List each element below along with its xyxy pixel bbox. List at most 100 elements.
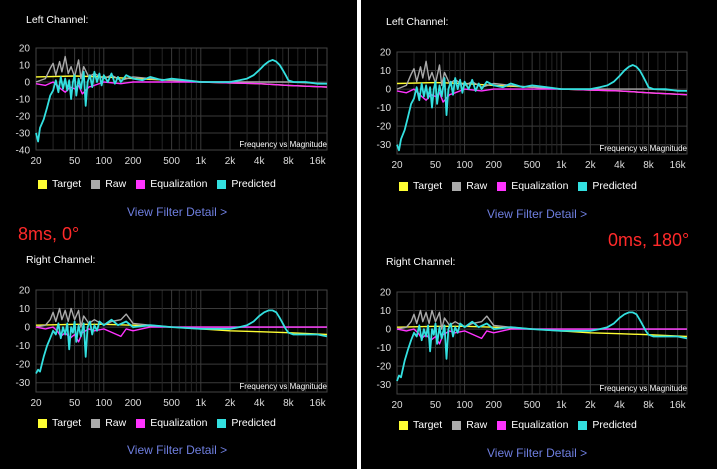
- series-line-predicted: [396, 64, 687, 152]
- legend-swatch: [497, 181, 507, 191]
- legend-item-raw: Raw: [91, 178, 126, 190]
- legend-swatch: [578, 420, 588, 430]
- y-tick-label: -10: [16, 95, 31, 106]
- legend-swatch: [452, 181, 462, 191]
- view-filter-detail-link[interactable]: View Filter Detail >: [127, 205, 228, 219]
- y-tick-label: -10: [16, 341, 31, 352]
- legend-item-raw: Raw: [452, 419, 487, 431]
- y-tick-label: -30: [16, 129, 31, 140]
- legend-swatch: [399, 181, 408, 191]
- y-tick-label: 20: [19, 44, 31, 55]
- x-tick-label: 4k: [254, 398, 266, 409]
- left-panel: Left Channel: 20 10 0 -10 -20 -30 -40 20 50 100 20…: [0, 0, 357, 469]
- legend-label: Target: [52, 417, 82, 429]
- legend-item-target: Target: [399, 180, 442, 192]
- legend-label: Raw: [466, 180, 488, 192]
- x-tick-label: 2k: [585, 400, 597, 411]
- x-tick-label: 500: [163, 398, 180, 409]
- legend-label: Predicted: [592, 419, 637, 431]
- y-tick-label: -30: [377, 140, 392, 151]
- x-tick-label: 20: [30, 156, 42, 167]
- y-tick-label: 0: [24, 323, 30, 334]
- x-tick-label: 4k: [614, 400, 626, 411]
- legend-label: Raw: [105, 417, 127, 429]
- legend-item-equalization: Equalization: [136, 417, 207, 429]
- legend-item-predicted: Predicted: [217, 178, 276, 190]
- legend-item-predicted: Predicted: [217, 417, 276, 429]
- legend-item-equalization: Equalization: [497, 419, 568, 431]
- right-channel-title: Right Channel:: [386, 256, 456, 268]
- legend-swatch: [578, 181, 588, 191]
- y-tick-label: 20: [19, 286, 31, 297]
- view-filter-detail-link[interactable]: View Filter Detail >: [487, 207, 588, 221]
- y-tick-label: -30: [377, 380, 392, 391]
- legend-item-target: Target: [38, 178, 81, 190]
- x-tick-label: 16k: [670, 160, 687, 171]
- legend-item-target: Target: [38, 417, 81, 429]
- legend-swatch: [399, 420, 408, 430]
- x-tick-label: 2k: [225, 398, 237, 409]
- x-tick-label: 2k: [585, 160, 597, 171]
- legend-swatch: [38, 179, 47, 189]
- delay-phase-annotation: 8ms, 0°: [18, 224, 80, 244]
- plot-frame: [35, 47, 328, 151]
- legend-label: Equalization: [150, 178, 208, 190]
- legend-label: Raw: [466, 419, 488, 431]
- left-channel-title: Left Channel:: [26, 14, 89, 26]
- chart-annotation: Frequency vs Magnitude: [239, 382, 327, 391]
- x-tick-label: 16k: [310, 398, 327, 409]
- series-line-predicted: [396, 311, 688, 382]
- y-tick-label: -20: [16, 112, 31, 123]
- legend: Target Raw Equalization Predicted: [399, 419, 647, 431]
- legend-swatch: [217, 179, 227, 189]
- x-tick-label: 1k: [196, 398, 208, 409]
- y-tick-label: -10: [377, 343, 392, 354]
- x-tick-label: 100: [95, 398, 112, 409]
- legend-label: Predicted: [231, 178, 276, 190]
- x-tick-label: 20: [30, 398, 42, 409]
- y-tick-label: 0: [385, 325, 391, 336]
- x-tick-label: 4k: [614, 160, 626, 171]
- chart-annotation: Frequency vs Magnitude: [599, 384, 687, 393]
- y-tick-label: 20: [380, 48, 392, 59]
- y-tick-label: -20: [377, 362, 392, 373]
- legend-item-raw: Raw: [452, 180, 487, 192]
- x-tick-label: 8k: [643, 160, 655, 171]
- x-tick-label: 500: [524, 160, 541, 171]
- x-tick-label: 8k: [283, 156, 295, 167]
- legend-swatch: [38, 418, 47, 428]
- legend-swatch: [91, 418, 101, 428]
- x-tick-label: 20: [391, 400, 403, 411]
- legend-label: Equalization: [511, 180, 569, 192]
- series-line-predicted: [35, 309, 328, 374]
- legend-swatch: [136, 418, 146, 428]
- legend-label: Target: [413, 180, 443, 192]
- x-tick-label: 20: [391, 160, 403, 171]
- chart-annotation: Frequency vs Magnitude: [599, 144, 687, 153]
- x-tick-label: 200: [485, 400, 502, 411]
- left-channel-title: Left Channel:: [386, 16, 449, 28]
- legend: Target Raw Equalization Predicted: [38, 178, 286, 190]
- legend-swatch: [136, 179, 146, 189]
- legend-swatch: [91, 179, 101, 189]
- x-tick-label: 200: [125, 156, 142, 167]
- legend-label: Equalization: [511, 419, 569, 431]
- legend-label: Equalization: [150, 417, 208, 429]
- legend-swatch: [452, 420, 462, 430]
- view-filter-detail-link[interactable]: View Filter Detail >: [127, 443, 228, 457]
- y-tick-label: 10: [19, 61, 31, 72]
- x-tick-label: 500: [524, 400, 541, 411]
- plot-frame: [35, 289, 328, 393]
- legend-label: Raw: [105, 178, 127, 190]
- view-filter-detail-link[interactable]: View Filter Detail >: [487, 446, 588, 460]
- x-tick-label: 200: [125, 398, 142, 409]
- x-tick-label: 100: [456, 400, 473, 411]
- x-tick-label: 16k: [670, 400, 687, 411]
- legend-item-equalization: Equalization: [136, 178, 207, 190]
- legend-item-predicted: Predicted: [578, 419, 637, 431]
- y-tick-label: 10: [19, 304, 31, 315]
- legend-label: Target: [413, 419, 443, 431]
- panel-divider: [357, 0, 361, 469]
